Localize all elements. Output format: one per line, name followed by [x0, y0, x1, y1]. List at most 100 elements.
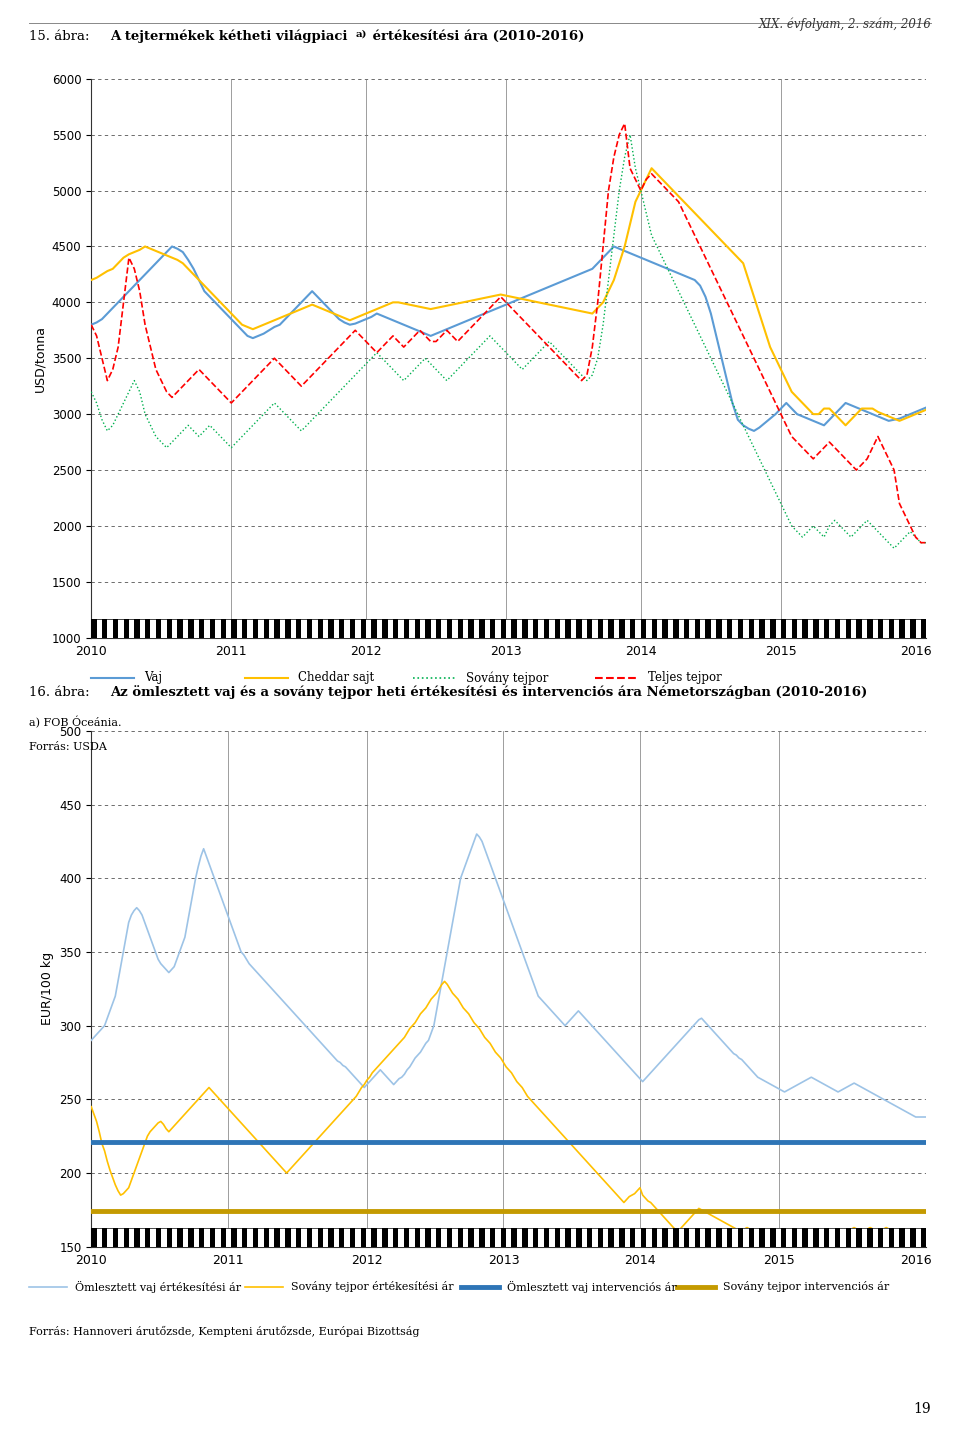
Bar: [328, 619, 334, 638]
Bar: [194, 1228, 199, 1247]
Bar: [215, 1228, 221, 1247]
Text: 15. ábra:: 15. ábra:: [29, 30, 89, 43]
Bar: [722, 1228, 727, 1247]
Bar: [565, 1228, 571, 1247]
Bar: [689, 1228, 695, 1247]
Y-axis label: EUR/100 kg: EUR/100 kg: [40, 952, 54, 1026]
Bar: [889, 619, 894, 638]
Bar: [91, 619, 97, 638]
Bar: [372, 619, 376, 638]
Bar: [252, 1228, 258, 1247]
Bar: [716, 619, 722, 638]
Bar: [431, 1228, 436, 1247]
Bar: [641, 619, 646, 638]
Bar: [555, 619, 560, 638]
Bar: [468, 1228, 474, 1247]
Bar: [813, 619, 819, 638]
Bar: [754, 1228, 759, 1247]
Bar: [145, 1228, 151, 1247]
Bar: [178, 619, 182, 638]
Bar: [415, 1228, 420, 1247]
Bar: [840, 1228, 846, 1247]
Bar: [710, 619, 716, 638]
Bar: [894, 619, 900, 638]
Bar: [625, 1228, 630, 1247]
Bar: [485, 1228, 490, 1247]
Bar: [172, 619, 178, 638]
Bar: [738, 1228, 743, 1247]
Bar: [900, 1228, 905, 1247]
Bar: [662, 1228, 668, 1247]
Bar: [780, 619, 786, 638]
Bar: [118, 1228, 124, 1247]
Bar: [182, 619, 188, 638]
Text: Az ömlesztett vaj és a sovány tejpor heti értékesítési és intervenciós ára Német: Az ömlesztett vaj és a sovány tejpor het…: [110, 685, 868, 699]
Bar: [366, 619, 372, 638]
Bar: [264, 619, 269, 638]
Bar: [372, 1228, 376, 1247]
Bar: [727, 619, 732, 638]
Bar: [846, 1228, 851, 1247]
Bar: [237, 619, 242, 638]
Bar: [732, 619, 738, 638]
Bar: [248, 1228, 252, 1247]
Bar: [339, 1228, 345, 1247]
Bar: [134, 1228, 140, 1247]
Bar: [301, 1228, 307, 1247]
Bar: [819, 619, 824, 638]
Bar: [442, 619, 446, 638]
Bar: [582, 1228, 587, 1247]
Bar: [582, 619, 587, 638]
Bar: [285, 1228, 291, 1247]
Bar: [770, 619, 776, 638]
Bar: [684, 619, 689, 638]
Bar: [495, 1228, 501, 1247]
Bar: [388, 619, 393, 638]
Bar: [161, 1228, 167, 1247]
Bar: [522, 619, 528, 638]
Bar: [167, 1228, 172, 1247]
Text: Sovány tejpor: Sovány tejpor: [466, 671, 548, 685]
Bar: [512, 619, 516, 638]
Bar: [97, 619, 102, 638]
Bar: [204, 1228, 209, 1247]
Bar: [167, 619, 172, 638]
Bar: [916, 1228, 921, 1247]
Bar: [803, 1228, 808, 1247]
Bar: [388, 1228, 393, 1247]
Bar: [231, 1228, 237, 1247]
Bar: [587, 1228, 592, 1247]
Bar: [776, 1228, 780, 1247]
Bar: [506, 619, 512, 638]
Bar: [856, 1228, 862, 1247]
Bar: [846, 619, 851, 638]
Bar: [501, 619, 506, 638]
Bar: [657, 619, 662, 638]
Bar: [221, 619, 226, 638]
Bar: [296, 1228, 301, 1247]
Bar: [231, 619, 237, 638]
Bar: [673, 619, 679, 638]
Bar: [592, 1228, 598, 1247]
Bar: [619, 619, 625, 638]
Bar: [237, 1228, 242, 1247]
Text: Cheddar sajt: Cheddar sajt: [298, 671, 373, 685]
Bar: [275, 619, 279, 638]
Bar: [506, 1228, 512, 1247]
Bar: [312, 619, 318, 638]
Text: XIX. évfolyam, 2. szám, 2016: XIX. évfolyam, 2. szám, 2016: [758, 17, 931, 30]
Bar: [710, 1228, 716, 1247]
Bar: [264, 1228, 269, 1247]
Bar: [738, 619, 743, 638]
Bar: [301, 619, 307, 638]
Text: a) FOB Óceánia.: a) FOB Óceánia.: [29, 716, 121, 729]
Bar: [108, 619, 112, 638]
Bar: [700, 619, 706, 638]
Bar: [404, 1228, 409, 1247]
Bar: [803, 619, 808, 638]
Bar: [743, 619, 749, 638]
Text: értékesítési ára (2010-2016): értékesítési ára (2010-2016): [368, 30, 584, 43]
Bar: [646, 619, 652, 638]
Text: 19: 19: [914, 1401, 931, 1416]
Bar: [296, 619, 301, 638]
